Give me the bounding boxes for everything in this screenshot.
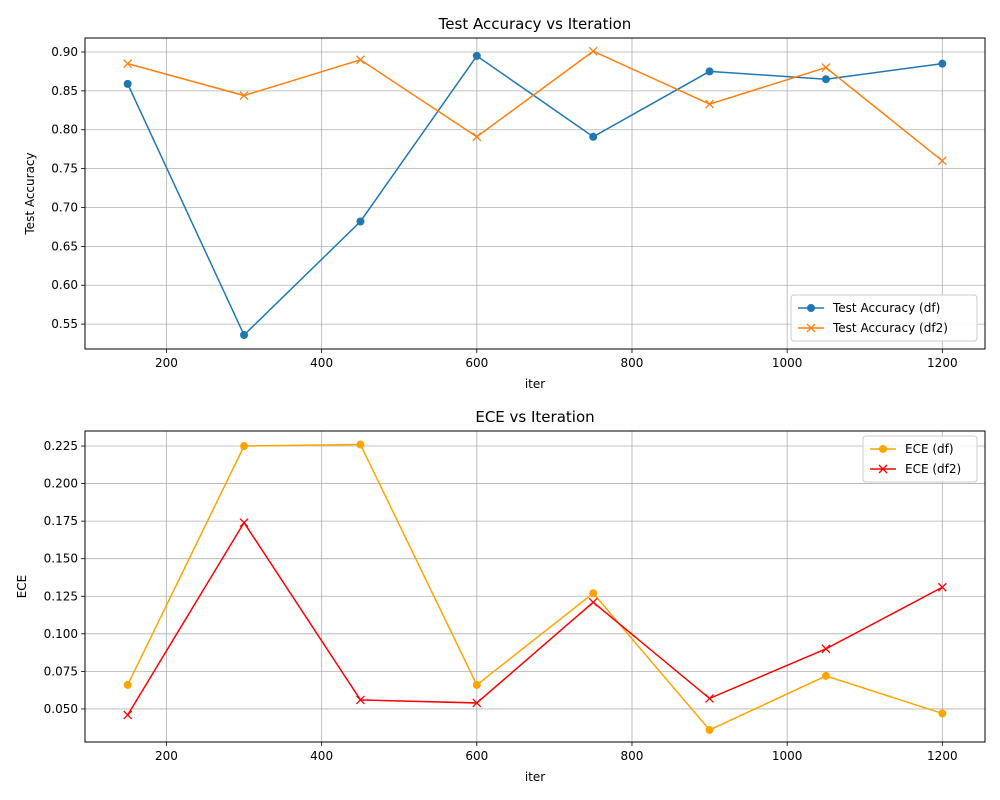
ece-legend-marker-2 <box>878 464 888 474</box>
accuracy-series-line-1 <box>126 54 943 337</box>
ece-series-line-2 <box>127 521 943 716</box>
accuracy-y-tick-label: 0.75 <box>51 162 78 176</box>
ece-y-tick-label: 0.125 <box>44 589 78 603</box>
accuracy-axes-frame <box>84 37 986 350</box>
ece-series-1-point <box>821 671 830 680</box>
ece-series-line-1 <box>126 443 943 731</box>
ece-y-tick-label: 0.075 <box>44 664 78 678</box>
ece-x-tick-label: 400 <box>310 749 333 763</box>
ece-x-tick-label: 600 <box>465 749 488 763</box>
ece-legend-box <box>862 435 978 483</box>
ece-series-2-point <box>239 518 249 528</box>
accuracy-series-2-point <box>239 91 249 100</box>
accuracy-plot-area <box>123 46 947 340</box>
accuracy-y-tick-label: 0.85 <box>51 84 78 98</box>
accuracy-series-1-point <box>589 132 598 141</box>
ece-series-2-point <box>355 695 365 705</box>
accuracy-y-tick-label: 0.55 <box>51 317 78 331</box>
ece-y-tick-label: 0.050 <box>44 702 78 716</box>
ece-series-1-point <box>938 709 947 718</box>
accuracy-y-tick-label: 0.70 <box>51 200 78 214</box>
accuracy-y-axis-label: Test Accuracy <box>23 152 37 235</box>
ece-chart-title: ECE vs Iteration <box>475 408 594 426</box>
accuracy-series-1-point <box>472 51 481 60</box>
ece-y-tick-label: 0.100 <box>44 627 78 641</box>
accuracy-series-2-point <box>355 55 365 65</box>
ece-y-tick-label: 0.200 <box>44 477 78 491</box>
accuracy-y-tick-label: 0.60 <box>51 278 78 292</box>
accuracy-series-1-point <box>821 75 830 84</box>
accuracy-x-tick-label: 200 <box>155 356 178 370</box>
accuracy-x-tick-label: 400 <box>310 356 333 370</box>
ece-x-axis-label: iter <box>525 770 545 784</box>
accuracy-x-tick-label: 1000 <box>772 356 803 370</box>
ece-series-1-point <box>356 440 365 449</box>
ece-legend-marker-1 <box>879 445 887 453</box>
accuracy-series-1-point <box>123 79 132 88</box>
ece-axes-frame <box>84 430 986 743</box>
accuracy-legend-marker-2 <box>806 323 816 333</box>
ece-series-1-point <box>705 725 714 734</box>
chart-panel-ece: 200 400 600 800 1000 1200 0.050 0.075 0.100 0.125… <box>15 408 986 784</box>
accuracy-series-2-point <box>705 99 715 109</box>
chart-panel-accuracy: 200 400 600 800 1000 1200 0.55 0.60 0.65 0.70 0.75… <box>23 15 986 391</box>
accuracy-x-tick-label: 800 <box>621 356 644 370</box>
ece-x-tick-label: 1200 <box>927 749 958 763</box>
ece-series-2-point <box>588 597 598 607</box>
ece-series-1-point <box>240 442 249 451</box>
accuracy-series-1-point <box>938 59 947 68</box>
accuracy-series-1-point <box>705 67 714 76</box>
accuracy-legend-label-1: Test Accuracy (df) <box>832 301 940 315</box>
accuracy-series-2-point <box>821 63 831 73</box>
ece-series-2-point <box>937 582 947 592</box>
accuracy-ticks: 200 400 600 800 1000 1200 0.55 0.60 0.65 0.70 0.75… <box>51 45 957 370</box>
ece-series-1-point <box>589 589 598 598</box>
ece-y-tick-label: 0.225 <box>44 439 78 453</box>
accuracy-legend: Test Accuracy (df) Test Accuracy (df2) <box>790 294 978 342</box>
ece-y-tick-label: 0.175 <box>44 514 78 528</box>
ece-ticks: 200 400 600 800 1000 1200 0.050 0.075 0.100 0.125… <box>44 439 958 763</box>
accuracy-legend-marker-1 <box>807 304 815 312</box>
accuracy-series-line-2 <box>127 50 943 162</box>
accuracy-y-tick-label: 0.90 <box>51 45 78 59</box>
accuracy-chart-title: Test Accuracy vs Iteration <box>438 15 632 33</box>
accuracy-series-2-point <box>937 156 947 166</box>
ece-x-tick-label: 800 <box>621 749 644 763</box>
ece-plot-area <box>123 440 947 734</box>
ece-series-2-point <box>821 644 831 654</box>
ece-legend: ECE (df) ECE (df2) <box>862 435 978 483</box>
accuracy-x-axis-label: iter <box>525 377 545 391</box>
ece-legend-label-1: ECE (df) <box>905 442 954 456</box>
accuracy-series-2-point <box>588 46 598 56</box>
accuracy-y-tick-label: 0.65 <box>51 239 78 253</box>
accuracy-series-1-point <box>240 331 249 340</box>
accuracy-series-1-point <box>356 217 365 226</box>
ece-series-1-point <box>123 680 132 689</box>
ece-series-2-point <box>472 698 482 708</box>
ece-series-1-point <box>472 680 481 689</box>
accuracy-series-2-point <box>472 132 482 142</box>
accuracy-legend-label-2: Test Accuracy (df2) <box>832 321 948 335</box>
accuracy-series-2-point <box>123 59 133 69</box>
accuracy-legend-box <box>790 294 978 342</box>
ece-x-tick-label: 1000 <box>772 749 803 763</box>
accuracy-x-tick-label: 1200 <box>927 356 958 370</box>
ece-legend-label-2: ECE (df2) <box>905 462 961 476</box>
ece-y-tick-label: 0.150 <box>44 552 78 566</box>
ece-x-tick-label: 200 <box>155 749 178 763</box>
ece-y-axis-label: ECE <box>15 575 29 599</box>
ece-series-2-point <box>705 693 715 703</box>
ece-series-2-point <box>123 710 133 720</box>
accuracy-y-tick-label: 0.80 <box>51 123 78 137</box>
accuracy-x-tick-label: 600 <box>465 356 488 370</box>
